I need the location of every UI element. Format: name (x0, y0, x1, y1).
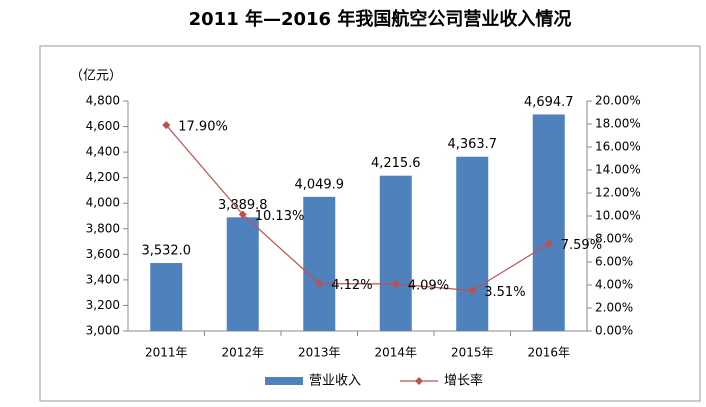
y-tick-label: 3,400 (86, 272, 120, 286)
legend-marker (415, 377, 423, 385)
x-tick-label: 2016年 (527, 346, 570, 360)
chart-title: 2011 年—2016 年我国航空公司营业收入情况 (189, 8, 572, 30)
line-marker (544, 239, 553, 248)
y2-tick-label: 0.00% (595, 324, 633, 338)
x-tick-label: 2014年 (374, 346, 417, 360)
bar (226, 217, 259, 331)
y-tick-label: 4,600 (86, 119, 120, 133)
line-value-label: 10.13% (255, 209, 305, 224)
bar (456, 156, 489, 331)
bar (532, 114, 565, 331)
bar-value-label: 4,049.9 (294, 177, 344, 192)
y-tick-label: 3,800 (86, 221, 120, 235)
bar (150, 263, 183, 331)
line-marker (315, 279, 324, 288)
line-value-label: 7.59% (561, 238, 602, 253)
line-marker (238, 210, 247, 219)
line-marker (468, 286, 477, 295)
y-tick-label: 4,000 (86, 196, 120, 210)
x-tick-label: 2011年 (145, 346, 188, 360)
y2-tick-label: 6.00% (595, 255, 633, 269)
line-marker (391, 279, 400, 288)
y-tick-label: 3,600 (86, 247, 120, 261)
line-marker (162, 121, 171, 130)
line-value-label: 4.12% (331, 278, 372, 293)
bar-value-label: 3,532.0 (141, 244, 191, 259)
bar (379, 175, 412, 331)
y-tick-label: 4,800 (86, 94, 120, 108)
y2-tick-label: 16.00% (595, 140, 641, 154)
y2-tick-label: 8.00% (595, 232, 633, 246)
line-value-label: 17.90% (178, 120, 228, 135)
bar-value-label: 4,215.6 (371, 156, 421, 171)
bar (303, 196, 336, 331)
line-value-label: 3.51% (484, 285, 525, 300)
x-tick-label: 2015年 (451, 346, 494, 360)
y2-tick-label: 18.00% (595, 117, 641, 131)
y2-tick-label: 20.00% (595, 94, 641, 108)
y2-tick-label: 4.00% (595, 278, 633, 292)
y2-tick-label: 12.00% (595, 186, 641, 200)
legend-swatch (265, 377, 303, 385)
legend-label: 增长率 (444, 373, 483, 389)
bar-value-label: 4,363.7 (447, 137, 497, 152)
y2-tick-label: 2.00% (595, 301, 633, 315)
y2-tick-label: 10.00% (595, 209, 641, 223)
line-value-label: 4.09% (408, 278, 449, 293)
x-tick-label: 2013年 (298, 346, 341, 360)
y-axis-label: （亿元） (70, 69, 122, 84)
x-tick-label: 2012年 (221, 346, 264, 360)
y2-tick-label: 14.00% (595, 163, 641, 177)
y-tick-label: 4,400 (86, 145, 120, 159)
bar-value-label: 3,889.8 (218, 198, 268, 213)
bar-value-label: 4,694.7 (524, 95, 574, 110)
chart-frame (39, 45, 701, 402)
y-tick-label: 3,000 (86, 324, 120, 338)
y-tick-label: 3,200 (86, 298, 120, 312)
line (165, 124, 550, 292)
legend-label: 营业收入 (309, 374, 361, 389)
y-tick-label: 4,200 (86, 170, 120, 184)
